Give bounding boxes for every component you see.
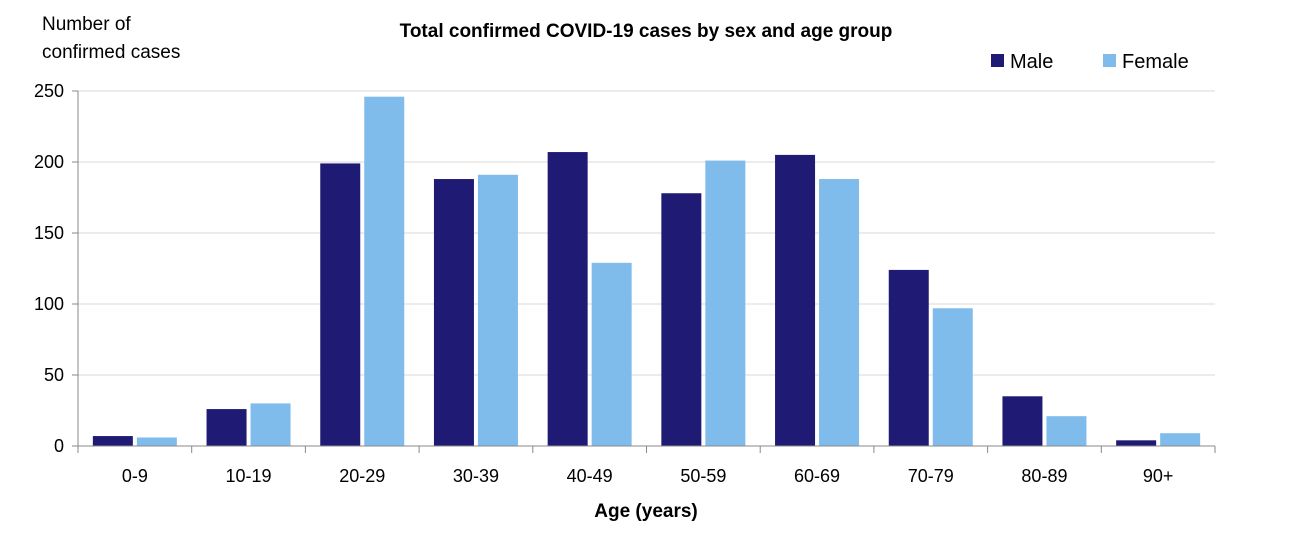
bar-female-40-49	[591, 262, 632, 446]
x-tick-label: 80-89	[1021, 466, 1067, 486]
y-tick-label: 100	[34, 294, 64, 314]
legend-swatch-female	[1103, 54, 1116, 67]
bar-female-80-89	[1046, 416, 1087, 446]
x-tick-label: 10-19	[226, 466, 272, 486]
bar-male-50-59	[661, 193, 702, 446]
x-tick-label: 40-49	[567, 466, 613, 486]
bar-female-50-59	[705, 160, 746, 446]
y-tick-label: 0	[54, 436, 64, 456]
bar-male-10-19	[206, 409, 247, 446]
bar-female-20-29	[364, 96, 405, 447]
x-tick-label: 50-59	[680, 466, 726, 486]
bar-male-40-49	[547, 152, 588, 446]
x-tick-label: 90+	[1143, 466, 1174, 486]
bar-male-20-29	[320, 163, 361, 447]
legend: Male Female	[991, 51, 1189, 73]
x-tick-label: 70-79	[908, 466, 954, 486]
bar-female-70-79	[932, 308, 973, 446]
x-axis: 0-9 10-19 20-29 30-39 40-49 50-59 60-69 70-79 80…	[77, 445, 1216, 486]
x-tick-label: 30-39	[453, 466, 499, 486]
y-tick-label: 250	[34, 81, 64, 101]
y-tick-label: 50	[44, 365, 64, 385]
y-tick-label: 200	[34, 152, 64, 172]
legend-label-male: Male	[1010, 51, 1053, 73]
y-axis-title-line-2: confirmed cases	[42, 42, 180, 63]
x-tick-label: 20-29	[339, 466, 385, 486]
y-axis-title-line-1: Number of	[42, 14, 131, 35]
bars	[92, 96, 1201, 447]
y-tick-label: 150	[34, 223, 64, 243]
x-tick-label: 0-9	[122, 466, 148, 486]
legend-swatch-male	[991, 54, 1004, 67]
bar-male-70-79	[888, 269, 929, 446]
x-axis-title: Age (years)	[594, 501, 698, 522]
chart-title: Total confirmed COVID-19 cases by sex an…	[400, 21, 893, 42]
bar-male-80-89	[1002, 396, 1043, 446]
bar-female-0-9	[136, 437, 177, 446]
bar-male-90+	[1116, 440, 1157, 446]
gridlines	[78, 90, 1215, 376]
x-tick-label: 60-69	[794, 466, 840, 486]
legend-label-female: Female	[1122, 51, 1189, 73]
bar-male-0-9	[92, 436, 133, 446]
y-axis-ticks: 0 50 100 150 200 250	[34, 81, 79, 456]
bar-female-60-69	[819, 179, 860, 447]
bar-male-30-39	[433, 179, 474, 447]
bar-female-30-39	[477, 174, 518, 446]
bar-female-10-19	[250, 403, 291, 446]
bar-female-90+	[1160, 433, 1201, 446]
bar-male-60-69	[775, 154, 816, 446]
